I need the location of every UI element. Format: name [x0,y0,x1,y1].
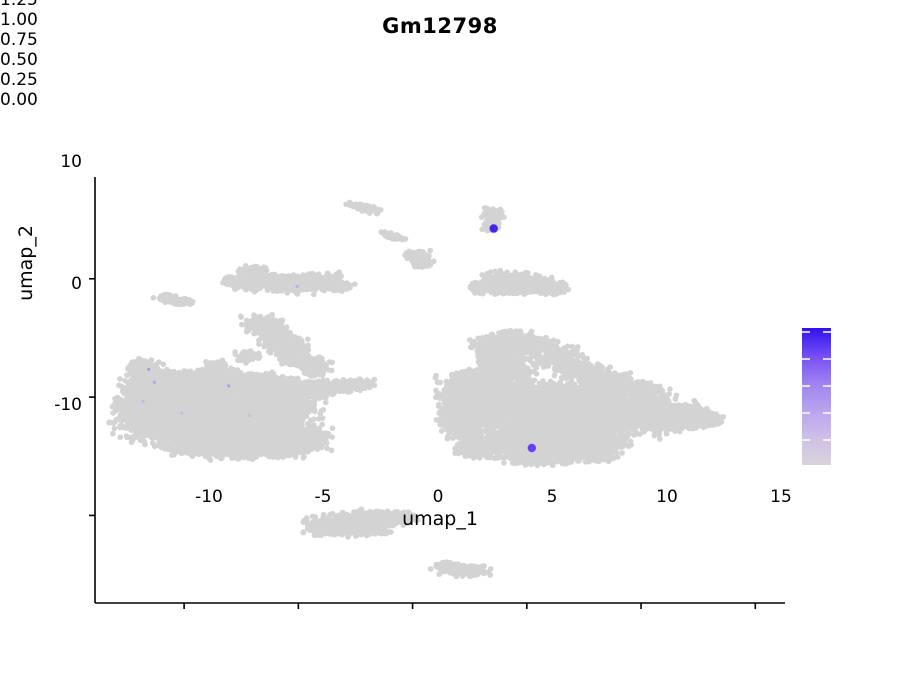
y-tick-label: -10 [54,395,82,415]
x-tick-label: 0 [432,487,444,507]
y-axis-label: umap_2 [15,225,37,301]
expressing-cell-point [527,443,536,453]
expressing-cell-point [295,284,299,289]
expressing-cell-point [141,399,145,403]
expressing-cell-point [489,224,498,233]
y-tick-label: 10 [60,152,82,172]
x-axis-label: umap_1 [402,508,478,530]
colorbar-tick-label: 0.00 [0,90,38,110]
page-title: Gm12798 [382,14,498,38]
x-tick-label: 5 [546,487,558,507]
colorbar-gradient [802,328,831,465]
umap-point-cloud [106,199,727,580]
x-tick-label: 10 [656,487,678,507]
x-tick-label: -10 [195,487,223,507]
colorbar-tick-label: 1.00 [0,10,38,30]
colorbar-tick-label: 1.25 [0,0,38,10]
expressing-cell-point [152,380,156,384]
x-tick-label: 15 [770,487,792,507]
expressing-cells-layer [141,224,536,453]
colorbar-tick-label: 0.25 [0,70,38,90]
expressing-cell-point [227,384,231,388]
x-tick-label: -5 [314,487,332,507]
colorbar-ticks [802,331,831,441]
colorbar-tick-label: 0.75 [0,30,38,50]
expressing-cell-point [247,413,251,417]
expressing-cell-point [147,367,151,371]
scatter-plot-area [89,177,831,609]
expressing-cell-point [180,411,184,415]
figure-canvas: Gm12798 umap_1 umap_2 -10 -5 0 5 10 15 1… [0,0,831,609]
colorbar-tick-label: 0.50 [0,50,38,70]
y-tick-label: 0 [71,274,82,294]
